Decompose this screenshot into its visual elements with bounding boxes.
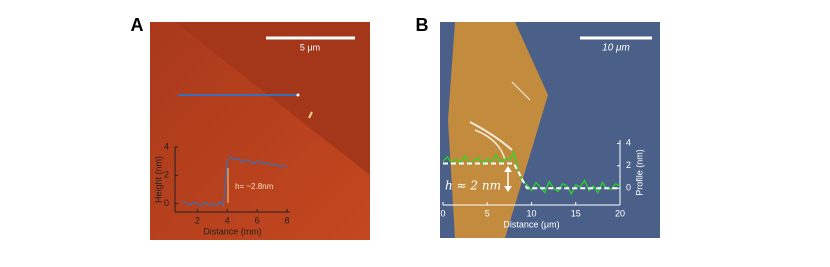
upper-layer [175,22,370,175]
panel-label: A [131,15,144,35]
x-tick-label: 15 [571,208,581,218]
profile-line [443,162,620,190]
profile-line [182,156,288,208]
panel-label: B [416,15,429,35]
y-axis-label: Profile (nm) [634,149,644,196]
y-axis-label: Height (nm) [153,156,163,203]
x-tick-label: 20 [615,208,625,218]
particle [308,111,313,119]
graphene-flake [448,22,548,238]
scale-bar-label: 10 μm [602,43,630,54]
y-tick-label: 0 [164,198,169,208]
x-tick-label: 6 [255,215,260,225]
wrinkle [474,129,506,161]
y-tick-label: 2 [164,170,169,180]
y-tick-label: 2 [626,160,631,170]
x-tick-label: 10 [526,208,536,218]
x-tick-label: 4 [225,215,230,225]
annotation: h ≈ 2 nm [445,179,501,193]
arrow-head [504,186,512,192]
scale-bar-label: 5 μm [300,42,320,52]
particle [296,93,300,97]
x-axis-label: Distance (μm) [503,219,559,229]
y-tick-label: 0 [626,183,631,193]
annotation: h= ~2.8nm [235,182,274,191]
wrinkle [469,121,513,151]
x-tick-label: 2 [195,215,200,225]
y-tick-label: 4 [626,138,631,148]
x-tick-label: 8 [285,215,290,225]
x-axis-label: Distance (mm) [203,226,262,236]
x-tick-label: 5 [485,208,490,218]
arrow-head [504,166,512,172]
y-tick-label: 4 [164,141,169,151]
wrinkle [511,81,531,101]
x-tick-label: 0 [440,208,445,218]
